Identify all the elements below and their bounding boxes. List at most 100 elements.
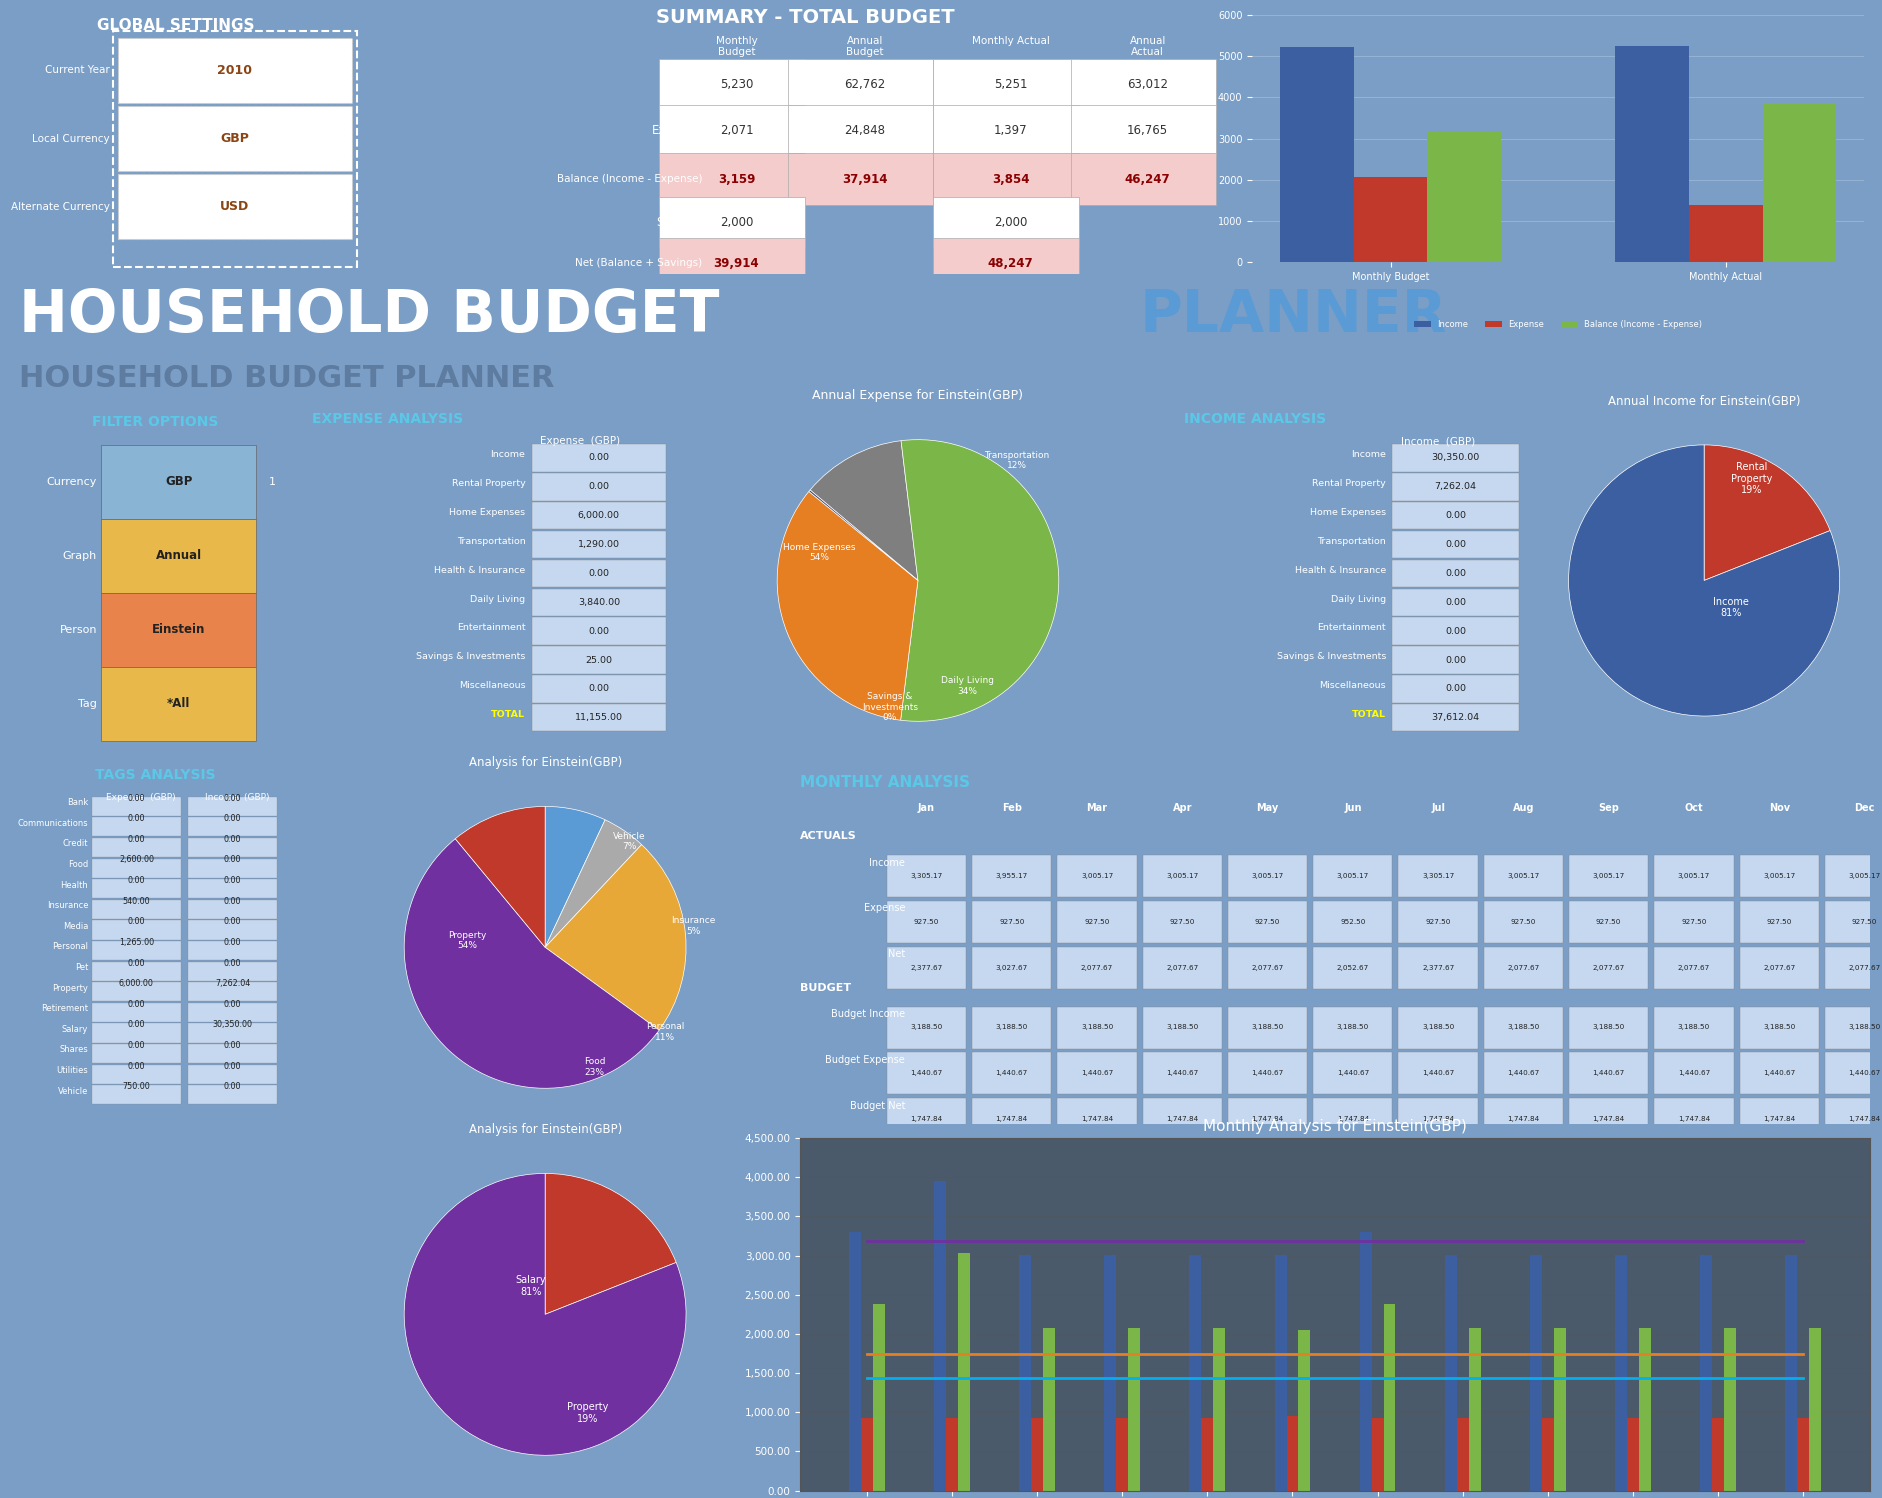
Text: 0.00: 0.00	[587, 569, 610, 578]
FancyBboxPatch shape	[886, 1098, 965, 1140]
FancyBboxPatch shape	[188, 1065, 277, 1085]
Text: 1: 1	[269, 476, 275, 487]
Text: 0.00: 0.00	[224, 1041, 241, 1050]
Text: 3,005.17: 3,005.17	[1592, 873, 1624, 879]
Text: 46,247: 46,247	[1124, 172, 1171, 186]
Text: 0.00: 0.00	[587, 626, 610, 635]
Budget Net	[1280, 1345, 1302, 1363]
Text: 0.00: 0.00	[587, 454, 610, 463]
Text: Rental Property: Rental Property	[452, 479, 525, 488]
Text: Jun: Jun	[1344, 803, 1361, 813]
FancyBboxPatch shape	[1398, 1053, 1477, 1094]
Bar	[1443, 1255, 1457, 1491]
Text: 927.50: 927.50	[1681, 918, 1705, 924]
Wedge shape	[1568, 445, 1839, 716]
Text: Daily Living
34%: Daily Living 34%	[941, 677, 994, 695]
FancyBboxPatch shape	[1058, 900, 1137, 942]
Wedge shape	[546, 845, 685, 1031]
Budget Expense	[1280, 1369, 1302, 1387]
Text: 0.00: 0.00	[224, 897, 241, 906]
Title: Annual Income for Einstein(GBP): Annual Income for Einstein(GBP)	[1607, 395, 1799, 409]
FancyBboxPatch shape	[1654, 855, 1733, 897]
FancyBboxPatch shape	[1058, 1098, 1137, 1140]
Text: 0.00: 0.00	[128, 876, 145, 885]
Budget Expense	[1536, 1369, 1558, 1387]
FancyBboxPatch shape	[1227, 1053, 1306, 1094]
Text: 3,005.17: 3,005.17	[1336, 873, 1368, 879]
Bar	[1383, 1305, 1395, 1491]
Text: 1,747.84: 1,747.84	[996, 1116, 1028, 1122]
Text: 16,765: 16,765	[1127, 124, 1167, 136]
Wedge shape	[546, 819, 642, 947]
Text: 1,440.67: 1,440.67	[1080, 1070, 1112, 1076]
FancyBboxPatch shape	[933, 58, 1078, 109]
Bar	[1784, 1255, 1797, 1491]
FancyBboxPatch shape	[1739, 1007, 1818, 1049]
Text: Rental Property: Rental Property	[1312, 479, 1385, 488]
FancyBboxPatch shape	[92, 1085, 181, 1104]
Text: 3,188.50: 3,188.50	[1421, 1025, 1453, 1031]
FancyBboxPatch shape	[1654, 1098, 1733, 1140]
Bar	[1103, 1255, 1116, 1491]
FancyBboxPatch shape	[971, 947, 1050, 989]
Text: Communications: Communications	[17, 819, 88, 828]
FancyBboxPatch shape	[92, 1023, 181, 1043]
Text: INCOME ANALYSIS: INCOME ANALYSIS	[1184, 412, 1325, 425]
Text: 3,159: 3,159	[717, 172, 755, 186]
FancyBboxPatch shape	[1227, 855, 1306, 897]
FancyBboxPatch shape	[119, 174, 352, 240]
Text: Annual
Budget: Annual Budget	[845, 36, 883, 57]
Text: 2,600.00: 2,600.00	[119, 855, 154, 864]
Text: 0.00: 0.00	[224, 1062, 241, 1071]
Bar	[958, 1254, 969, 1491]
FancyBboxPatch shape	[92, 797, 181, 816]
Bar	[945, 1419, 958, 1491]
Budget Expense	[1195, 1369, 1218, 1387]
Bar	[1043, 1327, 1054, 1491]
Bar	[860, 1419, 871, 1491]
Text: USD: USD	[220, 201, 248, 213]
Text: Jan: Jan	[918, 803, 935, 813]
Text: Savings & Investments: Savings & Investments	[416, 652, 525, 661]
Text: Insurance
5%: Insurance 5%	[670, 917, 715, 936]
Budget Income	[1792, 1231, 1814, 1249]
Text: Jul: Jul	[1430, 803, 1443, 813]
Text: Expense: Expense	[651, 124, 702, 136]
Wedge shape	[809, 490, 918, 581]
Text: Insurance: Insurance	[47, 902, 88, 911]
Bar	[1427, 132, 1500, 262]
Text: Net: Net	[888, 950, 905, 959]
Text: BUDGET: BUDGET	[800, 983, 851, 993]
Text: 540.00: 540.00	[122, 897, 151, 906]
Text: 0.00: 0.00	[128, 1020, 145, 1029]
Text: Entertainment: Entertainment	[457, 623, 525, 632]
Text: 0.00: 0.00	[128, 999, 145, 1008]
Text: 3,188.50: 3,188.50	[996, 1025, 1028, 1031]
Title: Analysis for Einstein(GBP): Analysis for Einstein(GBP)	[469, 755, 621, 768]
Budget Income	[1366, 1231, 1389, 1249]
Text: 3,188.50: 3,188.50	[1677, 1025, 1709, 1031]
Text: EXPENSE ANALYSIS: EXPENSE ANALYSIS	[312, 412, 463, 425]
Text: Expense  (GBP): Expense (GBP)	[105, 792, 175, 801]
Text: 1,440.67: 1,440.67	[1506, 1070, 1539, 1076]
Wedge shape	[455, 806, 546, 947]
Text: Vehicle
7%: Vehicle 7%	[614, 831, 646, 851]
Text: Entertainment: Entertainment	[1317, 623, 1385, 632]
FancyBboxPatch shape	[119, 106, 352, 171]
Text: 1,440.67: 1,440.67	[1165, 1070, 1197, 1076]
Text: 3,005.17: 3,005.17	[1762, 873, 1794, 879]
FancyBboxPatch shape	[1227, 900, 1306, 942]
FancyBboxPatch shape	[1824, 900, 1882, 942]
FancyBboxPatch shape	[1312, 1053, 1393, 1094]
Text: 3,840.00: 3,840.00	[578, 598, 619, 607]
Text: 3,305.17: 3,305.17	[909, 873, 943, 879]
Text: Salary
81%: Salary 81%	[516, 1275, 546, 1297]
Text: TAGS ANALYSIS: TAGS ANALYSIS	[94, 767, 216, 782]
Text: Transportation
12%: Transportation 12%	[984, 451, 1048, 470]
Text: 3,188.50: 3,188.50	[909, 1025, 943, 1031]
Text: *All: *All	[167, 697, 190, 710]
FancyBboxPatch shape	[1227, 1098, 1306, 1140]
FancyBboxPatch shape	[188, 837, 277, 857]
FancyBboxPatch shape	[92, 900, 181, 918]
Text: 3,188.50: 3,188.50	[1336, 1025, 1368, 1031]
